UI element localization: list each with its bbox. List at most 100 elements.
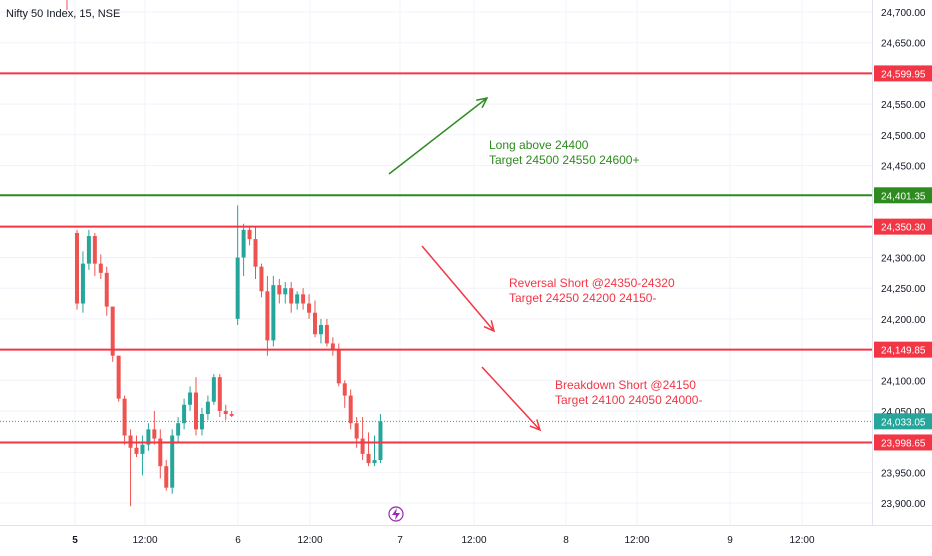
level-price-badge [874, 434, 932, 451]
price-tick-label: 24,700.00 [881, 8, 926, 19]
price-tick-label: 24,550.00 [881, 100, 926, 111]
candle [128, 429, 133, 507]
price-tick-label: 24,050.00 [881, 407, 926, 418]
arrow-head [476, 96, 489, 109]
candle-body [80, 263, 85, 304]
candle-body [342, 383, 347, 396]
candle-body [330, 343, 335, 350]
candle [223, 404, 228, 421]
candle-body [336, 349, 341, 384]
candle [182, 398, 187, 430]
candle [366, 432, 371, 467]
symbol-title[interactable]: Nifty 50 Index, 15, NSE [6, 8, 121, 20]
candle-body [241, 229, 246, 258]
time-tick-label: 12:00 [624, 535, 649, 546]
lightning-icon [392, 508, 400, 520]
candle [170, 429, 175, 494]
candle-body [348, 395, 353, 424]
candle [194, 377, 198, 436]
candle-body [104, 272, 109, 307]
annotation-line: Target 24100 24050 24000- [555, 393, 702, 407]
annotation-line: Target 24250 24200 24150- [509, 291, 656, 305]
candle-body [289, 288, 294, 304]
candle [360, 417, 365, 461]
candle-body [152, 429, 157, 439]
candle-body [318, 325, 323, 335]
candle [80, 251, 85, 313]
price-tick-label: 24,100.00 [881, 376, 926, 387]
candle-body [235, 257, 240, 319]
time-axis-canvas: 5 12:00 6 12:00 7 12:00 8 12:00 9 12:00 [72, 535, 815, 546]
candle [164, 460, 169, 491]
candle [253, 226, 258, 279]
price-tick-label: 23,900.00 [881, 499, 926, 510]
last-price-badge [874, 413, 932, 430]
candle-body [211, 377, 216, 402]
candle-body [188, 392, 193, 405]
annotation-line: Breakdown Short @24150 [555, 378, 696, 392]
candle [348, 389, 353, 430]
price-tick-label: 24,300.00 [881, 254, 926, 265]
level-price-badge [874, 65, 932, 82]
level-price-badge [874, 341, 932, 358]
annotation-line: Target 24500 24550 24600+ [489, 153, 639, 167]
time-axis[interactable]: 5 12:00 6 12:00 7 12:00 8 12:00 9 12:00 [0, 525, 932, 551]
time-tick-label: 9 [727, 535, 733, 546]
candle-body [86, 236, 91, 264]
candle [158, 429, 163, 479]
time-tick-label: 7 [397, 535, 403, 546]
candle-body [253, 239, 258, 267]
candle [241, 223, 246, 276]
time-tick-label: 12:00 [132, 535, 157, 546]
candle-body [98, 263, 103, 273]
level-price-label: 23,998.65 [881, 438, 926, 449]
candle [301, 288, 306, 310]
price-axis-canvas: 24,700.0024,650.0024,600.0024,550.0024,5… [874, 8, 932, 510]
time-tick-label: 8 [563, 535, 569, 546]
candle-body [324, 325, 329, 344]
price-tick-label: 24,650.00 [881, 39, 926, 50]
event-lightning-icon[interactable] [388, 506, 404, 522]
candle [259, 263, 264, 298]
candle-body [158, 438, 163, 467]
candle-body [134, 447, 139, 454]
candle-body [378, 421, 383, 461]
level-price-badge [874, 218, 932, 235]
arrow-shaft [481, 366, 541, 431]
candle [122, 395, 127, 445]
candle-body [372, 460, 377, 464]
level-price-label: 24,149.85 [881, 346, 926, 357]
candle [92, 232, 97, 276]
arrow-head [529, 419, 542, 432]
candle-body [354, 423, 359, 439]
candle [104, 266, 109, 316]
level-price-badge [874, 187, 932, 204]
candle-body [271, 285, 276, 341]
price-axis[interactable]: 24,700.0024,650.0024,600.0024,550.0024,5… [872, 0, 932, 525]
arrow-shaft [421, 245, 495, 332]
candle [330, 337, 335, 356]
candle [313, 300, 317, 338]
chart-pane[interactable]: Long above 24400 Target 24500 24550 24600… [0, 0, 872, 525]
candle [342, 380, 347, 408]
candle-body [176, 423, 181, 436]
candle [146, 423, 151, 451]
candle-body [223, 410, 228, 415]
candle [98, 254, 103, 279]
price-tick-label: 24,200.00 [881, 315, 926, 326]
candle-body [307, 303, 312, 313]
candle-body [170, 435, 175, 488]
candle-body [164, 466, 169, 488]
candle-body [146, 429, 151, 445]
candle-body [92, 236, 97, 264]
annotation-line: Long above 24400 [489, 138, 589, 152]
candle [188, 386, 193, 411]
candle [324, 318, 329, 347]
trend-arrow [388, 96, 489, 175]
candle [295, 291, 300, 310]
candle [289, 282, 294, 313]
